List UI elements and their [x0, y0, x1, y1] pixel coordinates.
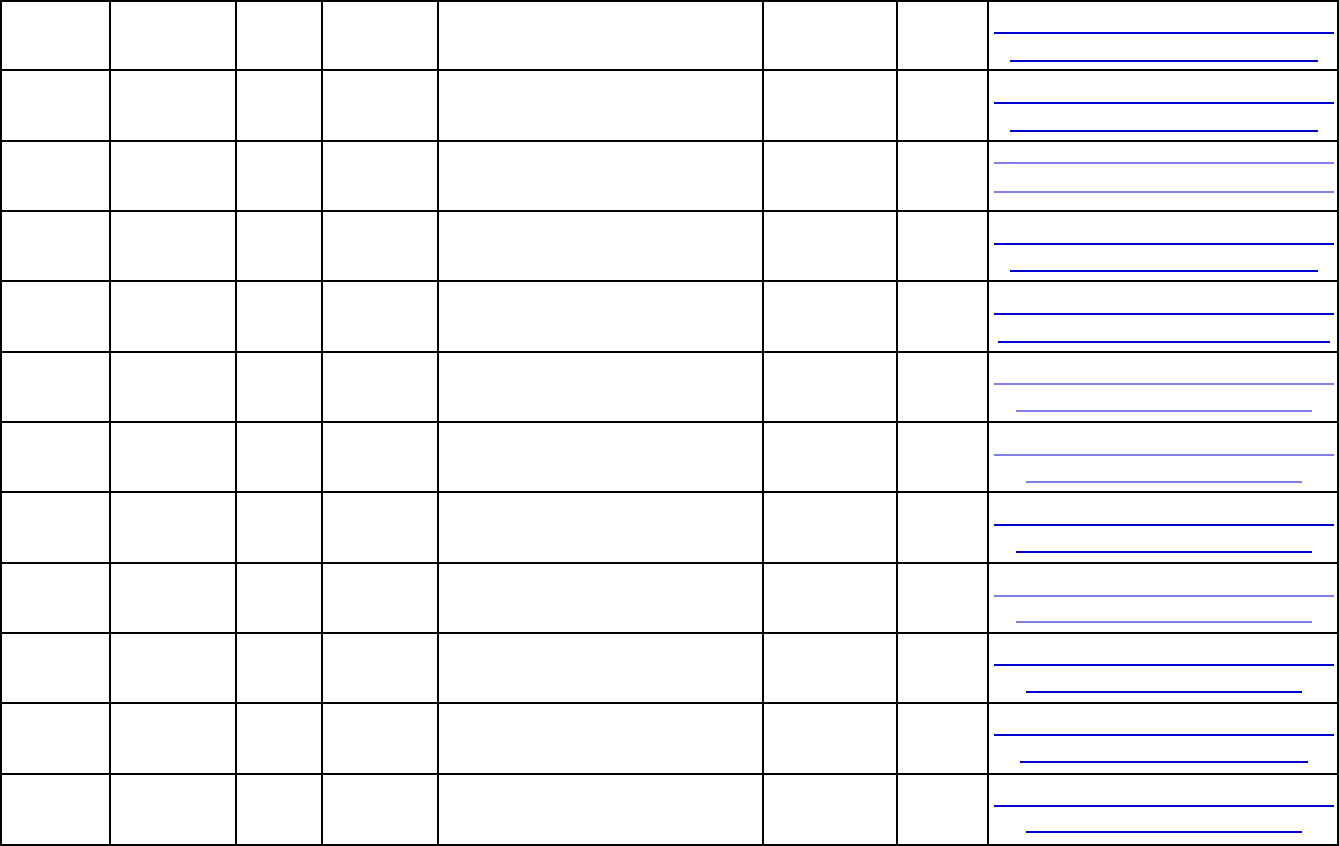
page: {} (() => { JSON.parse(document.getEleme… [0, 0, 1339, 846]
table [0, 0, 1339, 846]
